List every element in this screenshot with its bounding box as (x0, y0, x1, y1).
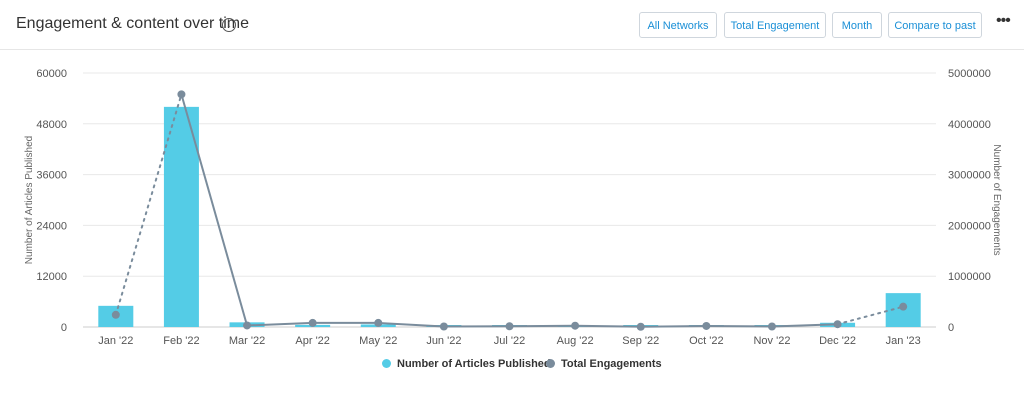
x-tick-label: Nov '22 (753, 335, 790, 347)
y-left-tick-label: 0 (61, 322, 67, 334)
x-tick-label: Dec '22 (819, 335, 856, 347)
line-point (767, 322, 776, 331)
y-right-tick-label: 0 (948, 322, 954, 334)
x-tick-label: Jan '23 (886, 335, 921, 347)
x-tick-label: Apr '22 (295, 335, 330, 347)
legend: Number of Articles Published Total Engag… (0, 358, 1024, 374)
line-segment (509, 324, 576, 328)
line-point (177, 90, 186, 99)
y-right-tick-label: 5000000 (948, 68, 991, 80)
legend-label-engagements: Total Engagements (561, 358, 662, 370)
more-options-icon[interactable]: ••• (996, 12, 1011, 29)
x-tick-label: Sep '22 (622, 335, 659, 347)
x-tick-label: Jul '22 (494, 335, 525, 347)
chart-header: Engagement & content over time i All Net… (0, 0, 1024, 50)
axes: 0 12000 24000 36000 48000 60000 0 1000000 200000… (24, 68, 1002, 347)
line-segment (771, 323, 838, 328)
grid-lines (83, 72, 936, 328)
line-series (111, 90, 908, 331)
legend-item-engagements[interactable]: Total Engagements (546, 358, 662, 370)
line-segment (378, 321, 444, 328)
line-point (702, 321, 711, 330)
period-select-button[interactable]: Month (832, 12, 882, 38)
x-tick-label: Jan '22 (98, 335, 133, 347)
line-segment (706, 324, 772, 328)
bar-series (98, 106, 921, 327)
line-point (833, 320, 842, 329)
x-tick-label: Mar '22 (229, 335, 265, 347)
line-point (636, 322, 645, 331)
legend-label-articles: Number of Articles Published (397, 358, 551, 370)
legend-swatch-articles (382, 359, 391, 368)
y-left-tick-label: 24000 (36, 220, 67, 232)
y-right-tick-label: 4000000 (948, 119, 991, 131)
y-left-tick-label: 12000 (36, 271, 67, 283)
line-segment (114, 93, 183, 316)
y-left-tick-label: 60000 (36, 68, 67, 80)
y-left-tick-label: 36000 (36, 170, 67, 182)
y-right-tick-label: 2000000 (948, 220, 991, 232)
line-point (243, 321, 252, 330)
line-segment (836, 305, 905, 326)
x-tick-label: Oct '22 (689, 335, 724, 347)
line-segment (640, 324, 707, 328)
info-icon[interactable]: i (222, 18, 236, 32)
y-left-axis-label: Number of Articles Published (24, 136, 35, 264)
y-left-tick-label: 48000 (36, 119, 67, 131)
line-point (505, 322, 514, 331)
x-tick-label: Jun '22 (426, 335, 461, 347)
bar (163, 106, 199, 327)
line-point (308, 318, 317, 327)
legend-item-articles[interactable]: Number of Articles Published (382, 358, 551, 370)
x-tick-label: May '22 (359, 335, 397, 347)
x-tick-label: Feb '22 (163, 335, 199, 347)
metric-select-button[interactable]: Total Engagement (724, 12, 826, 38)
x-tick-label: Aug '22 (557, 335, 594, 347)
line-point (571, 321, 580, 330)
line-segment (575, 324, 641, 328)
line-point (439, 322, 448, 331)
line-segment (180, 94, 249, 326)
legend-swatch-engagements (546, 359, 555, 368)
y-right-tick-label: 1000000 (948, 271, 991, 283)
networks-filter-button[interactable]: All Networks (639, 12, 717, 38)
line-point (899, 302, 908, 311)
y-right-tick-label: 3000000 (948, 170, 991, 182)
line-point (374, 318, 383, 327)
compare-to-past-button[interactable]: Compare to past (888, 12, 982, 38)
line-segment (246, 321, 313, 327)
line-point (111, 310, 120, 319)
chart-canvas: 0 12000 24000 36000 48000 60000 0 1000000 200000… (24, 68, 1002, 347)
chart-title: Engagement & content over time (16, 15, 250, 32)
y-right-axis-label: Number of Engagements (991, 144, 1002, 255)
